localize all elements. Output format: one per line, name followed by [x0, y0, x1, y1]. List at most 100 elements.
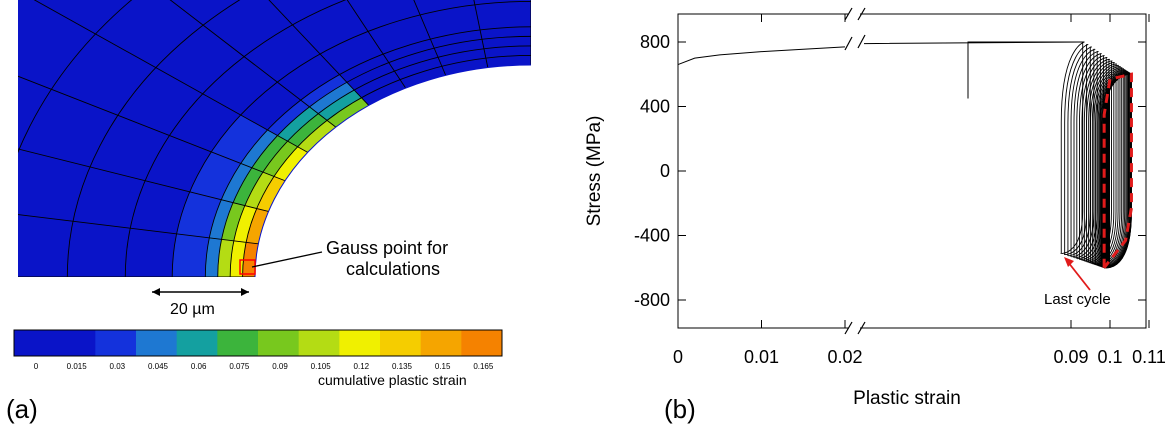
- contour-cell: [172, 233, 210, 277]
- mesh-arc-line: [229, 45, 531, 277]
- contour-cell: [327, 97, 369, 128]
- contour-cell: [287, 113, 328, 147]
- colorbar-swatch: [258, 330, 300, 356]
- mesh-arc-line: [124, 0, 347, 277]
- last-cycle-arrow: [1064, 257, 1091, 291]
- x-tick-label: 0.09: [1053, 347, 1088, 367]
- colorbar-swatch: [95, 330, 137, 356]
- contour-cell: [256, 176, 286, 212]
- colorbar-swatch: [380, 330, 422, 356]
- contour-cell: [251, 135, 288, 173]
- colorbar-tick-label: 0.03: [110, 362, 126, 371]
- colorbar-tick-label: 0.12: [354, 362, 370, 371]
- mesh-radial-line: [18, 148, 269, 212]
- contour-cell: [277, 54, 340, 101]
- colorbar-tick-label: 0.06: [191, 362, 207, 371]
- colorbar-swatch: [14, 330, 56, 356]
- colorbar-swatch: [136, 330, 178, 356]
- x-tick-label: 0.11: [1132, 347, 1166, 367]
- colorbar-tick-label: 0.045: [148, 362, 169, 371]
- hysteresis-cycle: [1073, 51, 1099, 259]
- contour-cell: [221, 202, 245, 241]
- contour-cell: [211, 115, 268, 164]
- contour-cell: [297, 120, 336, 153]
- y-tick-label: 400: [640, 97, 670, 117]
- gauss-point-annotation-line2: calculations: [346, 259, 440, 279]
- contour-cell: [262, 141, 298, 177]
- contour-cell: [274, 146, 308, 181]
- colorbar-tick-label: 0.075: [229, 362, 250, 371]
- y-axis-ticks: 800 400 0 -400 -800: [634, 32, 1146, 310]
- last-cycle-loop: [1102, 72, 1133, 269]
- y-tick-label: 0: [660, 161, 670, 181]
- colorbar-tick-label: 0.165: [473, 362, 494, 371]
- x-axis-break-gap-top: [849, 9, 860, 19]
- contour-cell: [233, 167, 263, 206]
- hysteresis-cycle: [1090, 63, 1117, 264]
- contour-cell: [209, 199, 234, 240]
- notch-edge: [254, 64, 531, 277]
- mesh-lines: [18, 0, 531, 277]
- colorbar-tick-label: 0.135: [392, 362, 413, 371]
- hysteresis-cycle: [1083, 58, 1111, 262]
- y-tick-label: -400: [634, 226, 670, 246]
- mesh-arc-line: [204, 26, 531, 277]
- colorbar-title: cumulative plastic strain: [318, 372, 467, 388]
- colorbar-swatch: [176, 330, 218, 356]
- initial-loading-curve: [677, 41, 1083, 99]
- contour-cell: [244, 172, 275, 209]
- colorbar-swatch: [420, 330, 462, 356]
- contour-cell: [205, 237, 222, 277]
- mesh-arc-line: [171, 0, 531, 277]
- colorbar-swatch: [339, 330, 381, 356]
- colorbar-tick-labels: 0 0.015 0.03 0.045 0.06 0.075 0.09 0.105 0.12 0.1…: [34, 362, 494, 371]
- gauss-point-leader: [251, 251, 323, 268]
- colorbar-swatch: [461, 330, 503, 356]
- colorbar-tick-label: 0: [34, 362, 39, 371]
- y-axis-label: Stress (MPa): [584, 116, 605, 227]
- gauss-point-annotation-line1: Gauss point for: [326, 238, 448, 258]
- hysteresis-cycle: [1060, 41, 1085, 254]
- colorbar-tick-label: 0.09: [272, 362, 288, 371]
- x-axis-ticks: 0 0.01 0.02 0.09 0.1 0.11: [673, 14, 1166, 367]
- plot-frame: [677, 13, 1147, 329]
- contour-cell: [277, 106, 319, 142]
- colorbar-swatches: [14, 330, 503, 356]
- mesh-arc-line: [242, 55, 531, 277]
- x-tick-label: 0: [673, 347, 683, 367]
- x-tick-label: 0.02: [827, 347, 862, 367]
- colorbar-swatch: [217, 330, 259, 356]
- stress-strain-chart: 800 400 0 -400 -800 0 0.01 0.02 0.09 0.1 0.11 Las…: [584, 7, 1166, 424]
- mesh-arc-line: [66, 0, 241, 277]
- mesh-radial-line: [346, 0, 407, 89]
- y-tick-label: 800: [640, 32, 670, 52]
- contour-cell: [267, 100, 310, 136]
- contour-cell: [189, 151, 241, 200]
- contour-cell: [230, 240, 247, 277]
- notch-free-surface: [255, 0, 531, 277]
- hysteresis-cycle: [1076, 53, 1102, 260]
- contour-cell: [318, 90, 362, 121]
- last-cycle-label: Last cycle: [1044, 291, 1111, 308]
- contour-cell: [176, 191, 222, 238]
- contour-cell: [240, 82, 301, 130]
- strain-contour-cells: [172, 54, 369, 277]
- contour-cell: [309, 82, 355, 114]
- mesh-radial-line: [169, 0, 337, 128]
- mesh-radial-line: [18, 214, 259, 245]
- y-tick-label: -800: [634, 290, 670, 310]
- x-tick-label: 0.1: [1097, 347, 1122, 367]
- x-axis-label: Plastic strain: [853, 388, 961, 409]
- mesh-radial-line: [268, 0, 370, 106]
- panel-label-b: (b): [664, 394, 696, 424]
- contour-cell: [233, 205, 257, 243]
- colorbar-swatch: [298, 330, 340, 356]
- x-tick-label: 0.01: [744, 347, 779, 367]
- colorbar-swatch: [54, 330, 96, 356]
- contour-cell: [300, 74, 347, 107]
- mesh-radial-line: [33, 0, 308, 153]
- curve-break-marks: [844, 34, 866, 51]
- colorbar: 0 0.015 0.03 0.045 0.06 0.075 0.09 0.105 0.12 0.1…: [13, 329, 503, 388]
